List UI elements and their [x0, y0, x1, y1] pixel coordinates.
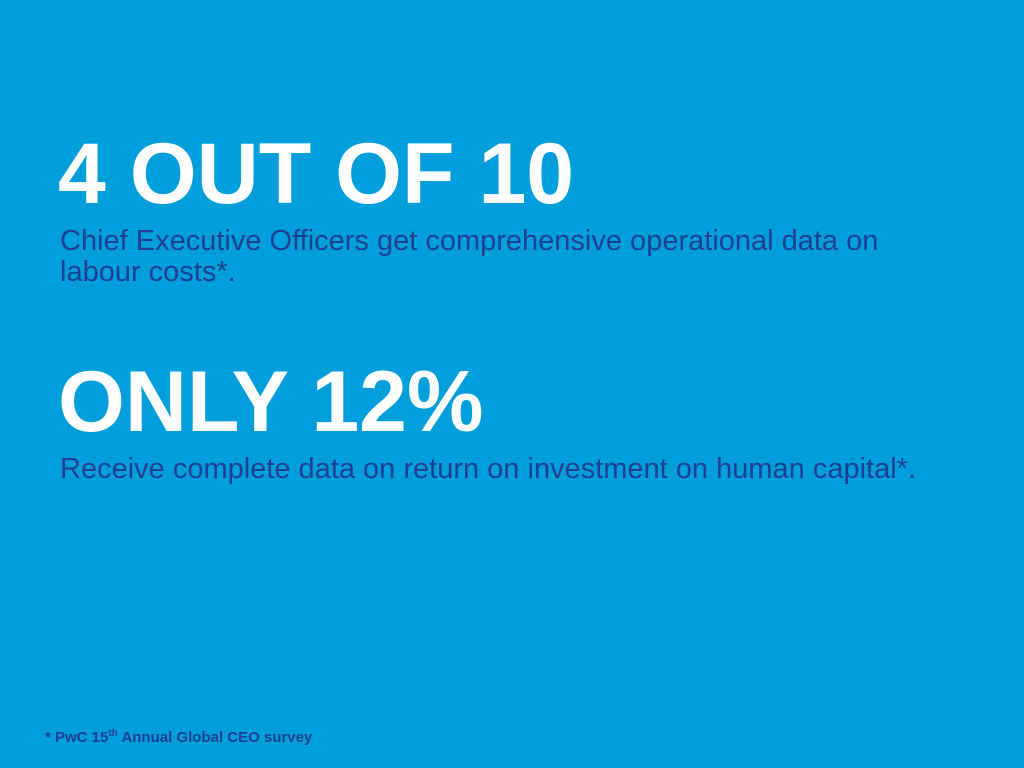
- stat-description: Chief Executive Officers get comprehensi…: [60, 225, 879, 288]
- stat-headline: 4 OUT OF 10: [58, 126, 575, 222]
- footnote: * PwC 15th Annual Global CEO survey: [45, 728, 313, 747]
- stat-headline: ONLY 12%: [58, 354, 484, 450]
- footnote-text: Annual Global CEO survey: [117, 729, 313, 746]
- footnote-text: * PwC 15: [45, 729, 109, 746]
- stat-description: Receive complete data on return on inves…: [60, 453, 916, 485]
- footnote-superscript: th: [108, 728, 118, 739]
